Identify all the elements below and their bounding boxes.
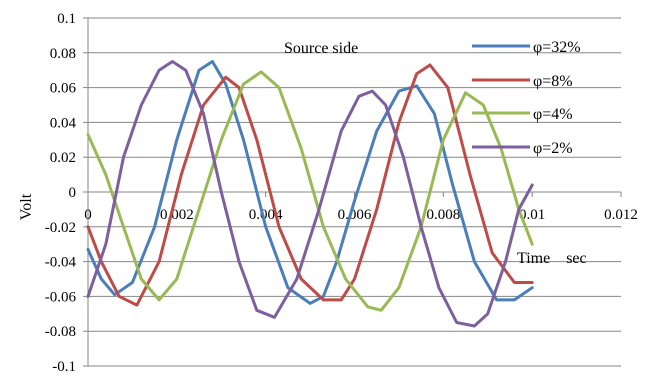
x-tick-label: 0.006 <box>338 207 372 223</box>
y-tick-label: -0.04 <box>45 255 77 271</box>
y-tick-label: 0.1 <box>57 11 76 27</box>
series-line-3 <box>86 60 534 328</box>
series-line-1 <box>86 63 534 307</box>
y-tick-label: 0.02 <box>50 150 76 166</box>
y-tick-label: -0.02 <box>45 220 76 236</box>
series-lines <box>86 60 534 328</box>
y-tick-label: 0.08 <box>50 46 76 62</box>
x-tick-labels: 0 0.002 0.004 0.006 0.008 0.01 0.012 <box>84 207 638 223</box>
legend-label-0: φ=32% <box>533 39 581 56</box>
y-tick-label: -0.1 <box>52 359 76 375</box>
x-tick-label: 0.002 <box>160 207 194 223</box>
y-axis-label: Volt <box>18 193 35 220</box>
y-tick-label: 0 <box>69 185 77 201</box>
legend: φ=32% φ=8% φ=4% φ=2% <box>472 39 581 157</box>
x-tick-label: 0.01 <box>519 207 545 223</box>
x-axis-label: Time sec <box>517 250 587 267</box>
y-tick-label: 0.06 <box>50 81 77 97</box>
x-tick-label: 0.012 <box>604 207 638 223</box>
legend-label-2: φ=4% <box>533 106 573 123</box>
series-line-2 <box>86 70 534 312</box>
y-tick-labels: 0.1 0.08 0.06 0.04 0.02 0 -0.02 -0.04 -0.06 -0.08… <box>45 11 77 375</box>
legend-label-3: φ=2% <box>533 140 573 157</box>
y-tick-label: -0.06 <box>45 289 77 305</box>
series-line-0 <box>86 60 534 305</box>
legend-label-1: φ=8% <box>533 73 573 90</box>
chart-annotation: Source side <box>284 40 358 57</box>
y-tick-label: -0.08 <box>45 324 76 340</box>
y-tick-label: 0.04 <box>50 115 77 131</box>
x-tick-label: 0.008 <box>426 207 460 223</box>
x-tick-label: 0 <box>84 207 92 223</box>
